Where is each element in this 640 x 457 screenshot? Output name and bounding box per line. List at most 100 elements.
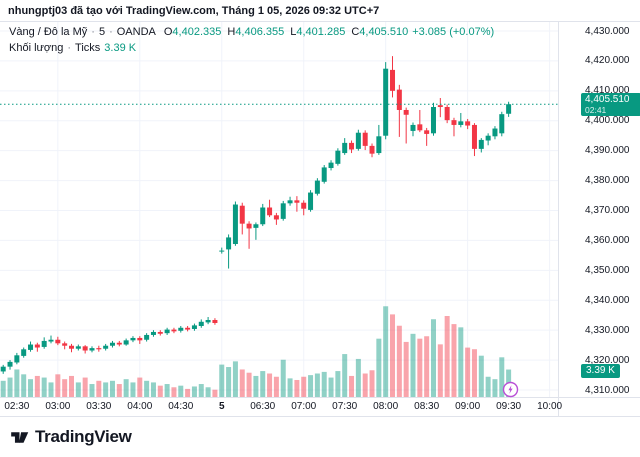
price-axis-label: 4,380.000	[585, 175, 630, 187]
candle-body	[14, 355, 20, 363]
volume-bar	[321, 371, 327, 397]
tradingview-logo[interactable]: TradingView	[9, 427, 132, 448]
candle-body	[205, 319, 211, 323]
candle-body	[28, 344, 34, 350]
volume-bar	[185, 388, 191, 397]
candle-body	[273, 215, 279, 220]
candle-body	[451, 120, 457, 125]
volume-bar	[492, 379, 498, 397]
volume-bar	[383, 306, 389, 397]
time-axis-label: 07:30	[332, 401, 358, 412]
candle-body	[424, 130, 430, 134]
volume-bar	[471, 349, 477, 397]
price-axis-label: 4,320.000	[585, 354, 630, 366]
volume-bar	[417, 338, 423, 397]
volume-bar	[308, 375, 314, 397]
tradingview-logo-text: TradingView	[35, 427, 132, 446]
volume-bar	[280, 359, 286, 397]
candle-body	[82, 346, 88, 351]
chart-top-divider	[0, 21, 640, 22]
volume-bar	[485, 376, 491, 397]
volume-type: Ticks	[75, 42, 101, 54]
volume-bar	[458, 327, 464, 397]
candle-body	[328, 162, 334, 169]
candle-body	[417, 124, 423, 131]
candle-body	[171, 329, 177, 332]
volume-bar	[123, 379, 129, 397]
volume-bar	[273, 376, 279, 397]
candle-body	[69, 345, 74, 349]
volume-bar	[164, 384, 170, 397]
candle-body	[219, 250, 225, 252]
candle-body	[308, 192, 314, 210]
candle-body	[396, 89, 402, 110]
volume-bar	[287, 378, 293, 397]
tradingview-logo-icon	[11, 431, 29, 443]
candle-body	[48, 339, 54, 342]
ohlc-values: O4,402.335 H4,406.355 L4,401.285 C4,405.510	[164, 26, 408, 38]
lightning-icon[interactable]	[502, 381, 519, 398]
candle-body	[267, 207, 273, 216]
time-axis-label: 02:30	[4, 401, 30, 412]
chart-bottom-divider	[0, 416, 640, 417]
exchange-name[interactable]: OANDA	[116, 26, 156, 38]
candle-body	[55, 339, 61, 344]
candle-body	[89, 348, 95, 351]
chart-legend: Vàng / Đô la Mỹ · 5 · OANDA O4,402.335 H4…	[9, 26, 494, 58]
candle-body	[164, 329, 170, 334]
volume-label[interactable]: Khối lượng	[9, 42, 64, 54]
candle-body	[123, 340, 129, 345]
volume-bar	[130, 382, 136, 397]
symbol-title[interactable]: Vàng / Đô la Mỹ	[9, 26, 88, 38]
candle-body	[137, 337, 143, 341]
volume-bar	[465, 347, 471, 397]
volume-bar	[349, 375, 355, 397]
volume-bar	[41, 377, 47, 397]
volume-bar	[0, 380, 6, 397]
candle-body	[376, 136, 382, 154]
candle-body	[75, 346, 81, 349]
volume-bar	[499, 357, 505, 397]
time-axis-label: 09:30	[496, 401, 522, 412]
volume-bar	[396, 325, 402, 397]
volume-bar	[75, 382, 81, 397]
interval-value[interactable]: 5	[98, 26, 106, 38]
volume-bar	[437, 344, 443, 397]
candle-body	[369, 145, 375, 154]
candle-body	[287, 200, 293, 204]
candle-body	[499, 114, 505, 134]
volume-bar	[191, 386, 197, 397]
price-axis-divider	[558, 22, 559, 416]
candle-body	[130, 337, 136, 341]
volume-bar	[109, 380, 115, 397]
candle-body	[349, 142, 355, 150]
candle-body	[492, 128, 498, 137]
price-axis-label: 4,420.000	[585, 55, 630, 67]
time-axis-label: 03:00	[45, 401, 71, 412]
candle-body	[403, 109, 409, 115]
volume-bar	[369, 370, 375, 397]
volume-bar	[451, 324, 457, 397]
price-axis-label: 4,430.000	[585, 25, 630, 37]
candle-body	[41, 340, 47, 347]
candle-body	[444, 106, 450, 121]
candle-body	[239, 205, 245, 224]
candlestick-chart[interactable]	[0, 0, 558, 416]
candle-body	[314, 180, 320, 194]
candle-body	[212, 319, 218, 323]
volume-bar	[253, 375, 259, 397]
candle-body	[253, 224, 259, 228]
volume-bar	[96, 380, 102, 397]
candle-body	[62, 343, 68, 346]
price-axis-label: 4,350.000	[585, 264, 630, 276]
candle-body	[144, 334, 150, 340]
time-axis-label: 03:30	[86, 401, 112, 412]
symbol-legend-row: Vàng / Đô la Mỹ · 5 · OANDA O4,402.335 H4…	[9, 26, 494, 42]
candle-body	[383, 68, 389, 136]
volume-bar	[157, 385, 163, 397]
candle-body	[7, 361, 13, 367]
legend-separator: ·	[67, 42, 72, 54]
volume-bar	[212, 389, 218, 397]
time-axis-label: 09:00	[455, 401, 481, 412]
